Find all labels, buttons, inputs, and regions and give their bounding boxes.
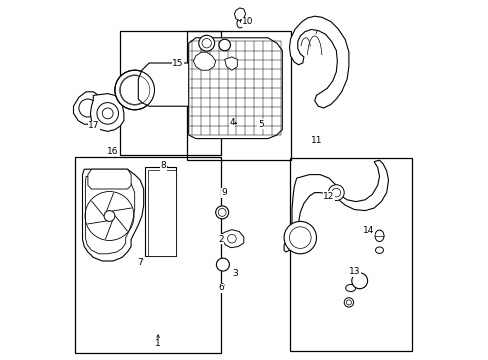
Circle shape [104, 211, 115, 221]
Text: 7: 7 [137, 258, 142, 267]
Circle shape [207, 100, 213, 105]
Text: 1: 1 [155, 339, 161, 348]
Circle shape [284, 221, 316, 254]
Polygon shape [188, 38, 282, 139]
Polygon shape [284, 160, 387, 252]
Text: 2: 2 [218, 235, 224, 244]
Text: 10: 10 [242, 17, 253, 26]
Ellipse shape [345, 284, 355, 292]
Text: 14: 14 [362, 226, 374, 235]
Polygon shape [224, 57, 237, 70]
Polygon shape [193, 52, 215, 70]
Circle shape [351, 273, 367, 289]
Bar [289, 158, 411, 351]
Bar [186, 31, 291, 160]
Circle shape [344, 298, 353, 307]
Text: 8: 8 [160, 161, 166, 170]
Text: 12: 12 [323, 192, 334, 201]
Circle shape [115, 70, 154, 110]
Text: 11: 11 [310, 136, 322, 145]
Polygon shape [222, 230, 244, 248]
Polygon shape [73, 92, 102, 124]
Bar [120, 31, 221, 155]
Polygon shape [90, 94, 123, 131]
Polygon shape [88, 169, 131, 189]
Bar [148, 170, 176, 256]
Polygon shape [85, 176, 134, 254]
Text: 13: 13 [348, 267, 359, 276]
Polygon shape [289, 16, 348, 108]
Polygon shape [138, 63, 212, 106]
Circle shape [215, 206, 228, 219]
Text: 9: 9 [222, 188, 227, 197]
Text: 15: 15 [172, 58, 183, 68]
Text: 4: 4 [228, 118, 234, 127]
Polygon shape [234, 8, 245, 21]
Bar [145, 167, 176, 256]
Bar [75, 157, 221, 353]
Circle shape [199, 35, 214, 51]
Text: 17: 17 [88, 122, 100, 130]
Polygon shape [82, 169, 143, 261]
Ellipse shape [374, 230, 383, 242]
Text: 6: 6 [218, 284, 224, 292]
Circle shape [227, 234, 236, 243]
Text: 5: 5 [257, 120, 263, 129]
Circle shape [216, 258, 229, 271]
Circle shape [328, 185, 344, 201]
Circle shape [219, 39, 230, 51]
Text: 16: 16 [107, 147, 119, 156]
Text: 3: 3 [232, 269, 238, 278]
